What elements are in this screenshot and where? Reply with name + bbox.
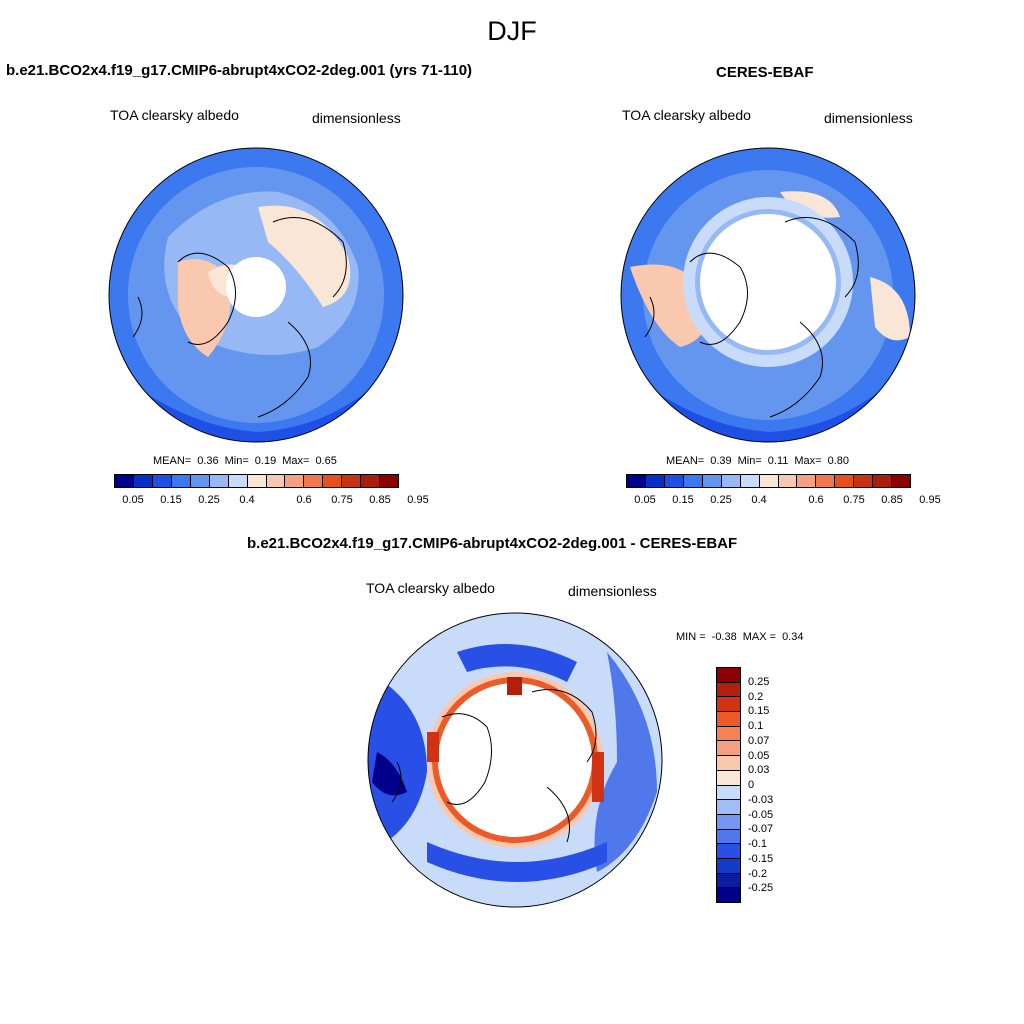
colorbar-swatch [683, 475, 703, 487]
colorbar-swatch [380, 475, 399, 487]
colorbar-swatch [133, 475, 153, 487]
colorbar-swatch [740, 475, 760, 487]
colorbar-tick-label: 0.75 [843, 494, 865, 506]
colorbar-tick-label: -0.1 [748, 838, 767, 850]
colorbar-tick-label: -0.2 [748, 867, 767, 880]
colorbar-tick-label: 0.2 [748, 690, 764, 703]
colorbar-swatch [717, 829, 740, 845]
diff-colorbar [716, 667, 741, 903]
colorbar-tick-label: 0.25 [198, 494, 220, 506]
colorbar-swatch [759, 475, 779, 487]
colorbar-swatch [645, 475, 665, 487]
colorbar-tick-label: 0.03 [748, 764, 770, 777]
colorbar-tick-label: 0.75 [331, 494, 353, 506]
diff-polar-map [367, 612, 663, 908]
colorbar-swatch [717, 814, 740, 830]
colorbar-tick-label: 0.15 [672, 494, 694, 506]
colorbar-swatch [228, 475, 248, 487]
colorbar-swatch [717, 756, 740, 771]
colorbar-swatch [717, 726, 740, 742]
colorbar-tick-label: 0.4 [751, 494, 767, 506]
colorbar-swatch [854, 475, 874, 487]
colorbar-swatch [247, 475, 267, 487]
colorbar-swatch [664, 475, 684, 487]
colorbar-tick-label: 0.1 [748, 720, 764, 732]
colorbar-swatch [717, 770, 740, 786]
colorbar-swatch [717, 785, 740, 801]
colorbar-tick-label: 0.15 [748, 705, 770, 718]
colorbar-swatch [721, 475, 741, 487]
panel2-colorbar [626, 474, 911, 488]
panel1-colorbar [114, 474, 399, 488]
diff-minmax: MIN = -0.38 MAX = 0.34 [676, 631, 804, 643]
colorbar-swatch [717, 682, 740, 698]
colorbar-swatch [171, 475, 191, 487]
colorbar-swatch [323, 475, 343, 487]
panel1-units-label: dimensionless [312, 110, 401, 126]
colorbar-swatch [717, 800, 740, 815]
colorbar-tick-label: -0.15 [748, 852, 774, 865]
diff-units-label: dimensionless [568, 583, 657, 599]
panel2-title: CERES-EBAF [716, 64, 814, 81]
colorbar-tick-label: 0.25 [710, 494, 732, 506]
colorbar-swatch [717, 668, 740, 683]
panel1-title: b.e21.BCO2x4.f19_g17.CMIP6-abrupt4xCO2-2… [6, 62, 473, 79]
colorbar-swatch [717, 873, 740, 889]
colorbar-swatch [115, 475, 134, 487]
colorbar-swatch [152, 475, 172, 487]
diff-variable-label: TOA clearsky albedo [366, 580, 495, 596]
colorbar-swatch [717, 741, 740, 757]
colorbar-swatch [702, 475, 722, 487]
colorbar-tick-label: 0.15 [160, 494, 182, 506]
diff-title: b.e21.BCO2x4.f19_g17.CMIP6-abrupt4xCO2-2… [247, 535, 738, 552]
colorbar-swatch [778, 475, 798, 487]
colorbar-swatch [717, 858, 740, 874]
colorbar-swatch [190, 475, 210, 487]
season-title: DJF [487, 16, 537, 46]
colorbar-tick-label: 0.4 [239, 494, 255, 506]
panel1-stats: MEAN= 0.36 Min= 0.19 Max= 0.65 [153, 455, 337, 467]
colorbar-tick-label: 0.85 [369, 494, 391, 506]
colorbar-swatch [717, 888, 740, 902]
colorbar-swatch [266, 475, 286, 487]
colorbar-swatch [342, 475, 362, 487]
colorbar-tick-label: -0.07 [748, 823, 774, 836]
panel2-variable-label: TOA clearsky albedo [622, 107, 751, 123]
colorbar-swatch [835, 475, 855, 487]
panel1-variable-label: TOA clearsky albedo [110, 107, 239, 123]
colorbar-swatch [717, 844, 740, 859]
colorbar-swatch [627, 475, 646, 487]
colorbar-swatch [285, 475, 305, 487]
colorbar-tick-label: 0 [748, 779, 755, 791]
colorbar-tick-label: 0.07 [748, 734, 770, 747]
colorbar-swatch [717, 697, 740, 713]
colorbar-tick-label: -0.05 [748, 808, 774, 821]
colorbar-tick-label: 0.05 [122, 494, 144, 506]
colorbar-tick-label: 0.05 [748, 749, 770, 762]
colorbar-tick-label: -0.25 [748, 882, 774, 895]
colorbar-swatch [873, 475, 893, 487]
colorbar-swatch [816, 475, 836, 487]
colorbar-tick-label: -0.03 [748, 793, 774, 806]
colorbar-swatch [209, 475, 229, 487]
colorbar-tick-label: 0.25 [748, 675, 770, 688]
colorbar-tick-label: 0.05 [634, 494, 656, 506]
panel2-polar-map [620, 147, 916, 443]
colorbar-tick-label: 0.95 [919, 494, 941, 506]
colorbar-swatch [892, 475, 911, 487]
colorbar-swatch [361, 475, 381, 487]
panel2-units-label: dimensionless [824, 110, 913, 126]
panel1-polar-map [108, 147, 404, 443]
colorbar-tick-label: 0.95 [407, 494, 429, 506]
colorbar-tick-label: 0.6 [296, 494, 312, 506]
colorbar-tick-label: 0.6 [808, 494, 824, 506]
colorbar-swatch [304, 475, 324, 487]
colorbar-tick-label: 0.85 [881, 494, 903, 506]
panel2-stats: MEAN= 0.39 Min= 0.11 Max= 0.80 [666, 455, 850, 467]
colorbar-swatch [797, 475, 817, 487]
colorbar-swatch [717, 712, 740, 727]
